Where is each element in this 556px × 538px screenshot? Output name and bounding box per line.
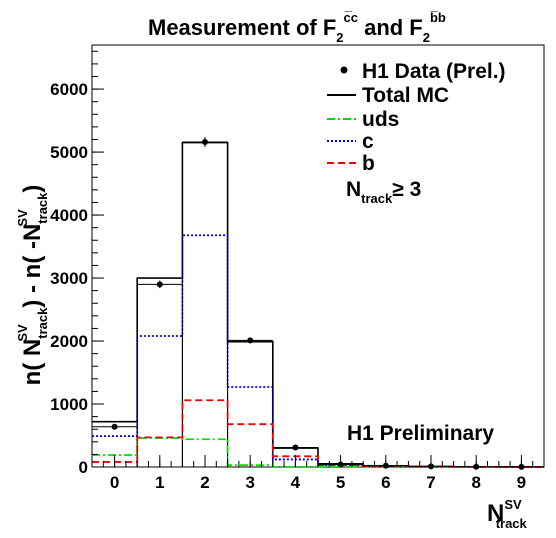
x-tick-label: 3 [245,473,254,492]
y-tick-label: 6000 [50,80,88,99]
x-tick-label: 8 [471,473,480,492]
x-tick-label: 5 [336,473,345,492]
data-point [247,337,254,344]
series-total-mc [92,141,544,468]
y-tick-label: 0 [79,458,88,477]
y-tick-label: 1000 [50,395,88,414]
data-point [111,423,118,430]
data-point [202,138,208,145]
legend-marker-data [340,66,348,74]
data-point [156,281,163,288]
x-tick-label: 4 [291,473,301,492]
legend-label-total: Total MC [362,84,449,107]
y-tick-label: 2000 [50,332,88,351]
cut-label: Ntrack≥ 3 [346,178,421,206]
legend-label-data: H1 Data (Prel.) [362,60,506,83]
x-tick-label: 0 [110,473,119,492]
legend-label-b: b [362,152,375,175]
y-axis-label: n( NtrackSV ) - n( -NtrackSV ) [15,185,50,386]
x-tick-label: 1 [155,473,164,492]
legend: H1 Data (Prel.) Total MC uds c b [327,60,506,175]
x-tick-label: 9 [517,473,526,492]
y-tick-label: 5000 [50,143,88,162]
x-tick-label: 6 [381,473,390,492]
x-tick-label: 2 [200,473,209,492]
legend-label-c: c [362,130,374,153]
data-point [292,444,299,451]
plot-frame [91,44,545,468]
legend-label-uds: uds [362,108,399,131]
chart-title: Measurement of F2c̅c and F2b̅b [148,10,446,45]
y-tick-label: 3000 [50,269,88,288]
preliminary-label: H1 Preliminary [347,422,494,445]
plot-area: 0 1 2 3 4 5 6 7 8 9 0 1000 2000 3000 4000 5000 6000 [50,44,545,492]
y-tick-label: 4000 [50,206,88,225]
x-axis-label: NSV track [487,497,528,531]
x-tick-label: 7 [426,473,435,492]
